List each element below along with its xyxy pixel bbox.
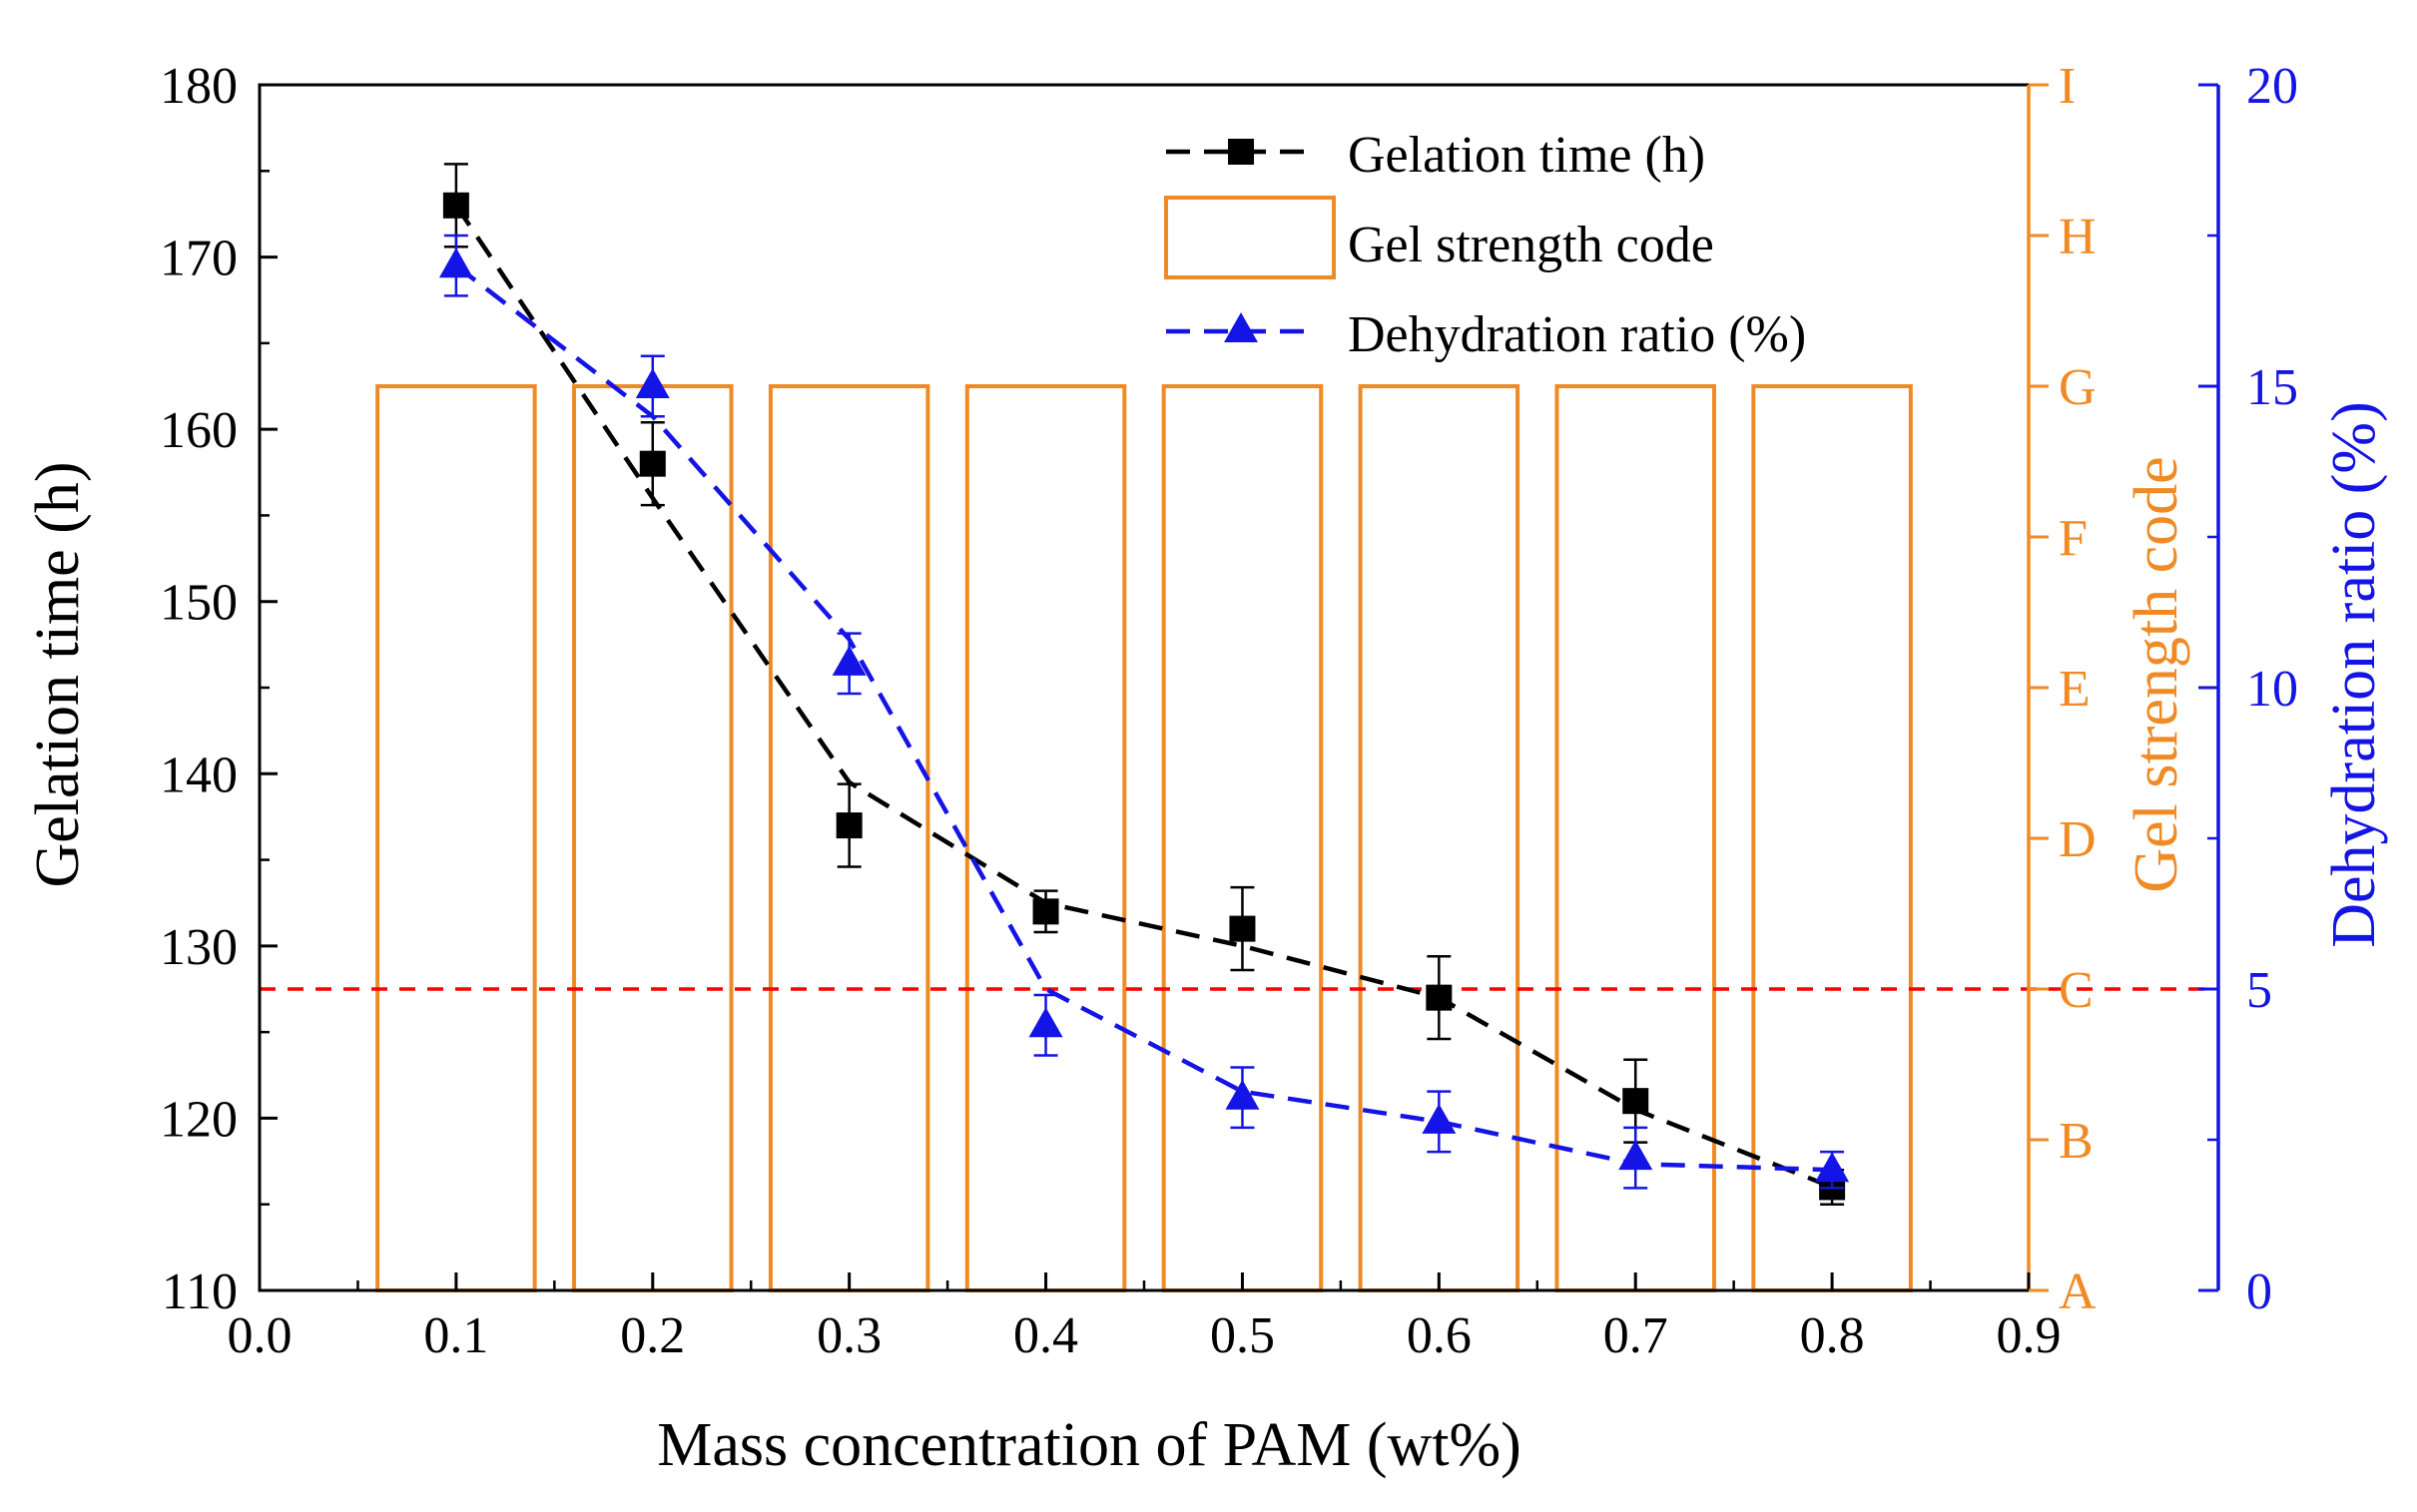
gelation-point [836,812,863,839]
x-tick-label: 0.9 [1997,1307,2062,1364]
gel-tick-label: H [2059,209,2097,265]
legend-marker-gelation [1228,139,1254,165]
legend: Gelation time (h) Gel strength code Dehy… [1164,127,1806,363]
gelation-point [1622,1088,1649,1115]
x-tick-label: 0.8 [1800,1307,1865,1364]
series-group [438,163,1850,1206]
plot-frame [258,83,2031,1292]
x-axis-title: Mass concentration of PAM (wt%) [657,1411,1521,1479]
right-tick-label: 5 [2246,962,2272,1019]
dehydration-point [635,368,670,398]
gelation-fit-line [454,204,1833,1190]
gelation-point [1229,915,1256,942]
gel-tick-label: I [2059,58,2076,115]
legend-label-gelation: Gelation time (h) [1348,127,1705,184]
left-tick-label: 140 [160,747,238,803]
gelation-point [1426,984,1453,1011]
x-tick-label: 0.2 [620,1307,685,1364]
x-tick-label: 0.7 [1603,1307,1668,1364]
left-tick-label: 110 [162,1263,238,1320]
dehydration-point [832,645,867,676]
right-axis-title: Dehydration ratio (%) [2320,401,2388,947]
gelation-point [1032,898,1059,925]
gel-tick-label: G [2059,359,2097,416]
gel-strength-bar [572,384,734,1292]
gel-strength-bar [1161,384,1324,1292]
axes-group: 0.0 0.1 0.2 0.3 0.4 0.5 0.6 0.7 0.8 0.9 110 120 130 1… [160,58,2298,1364]
left-tick-label: 160 [160,402,238,459]
right-tick-label: 10 [2246,661,2298,718]
left-axis-title: Gelation time (h) [24,462,92,888]
x-tick-label: 0.6 [1407,1307,1472,1364]
left-tick-label: 120 [160,1091,238,1148]
dehydration-point [1815,1152,1850,1183]
x-tick-label: 0.1 [423,1307,488,1364]
legend-label-dehydration: Dehydration ratio (%) [1348,306,1806,363]
legend-marker-dehydration [1224,312,1258,342]
dehydration-point [1422,1103,1457,1134]
gel-strength-bars [375,384,1913,1292]
gel-axis-title: Gel strength code [2122,456,2190,892]
x-tick-label: 0.5 [1210,1307,1275,1364]
dehydration-point [1618,1140,1653,1171]
gel-strength-bar [375,384,537,1292]
gel-tick-label: D [2059,811,2097,868]
left-tick-label: 150 [160,575,238,632]
right-tick-label: 0 [2246,1263,2272,1320]
gel-tick-label: A [2059,1263,2097,1320]
gelation-point [639,450,666,477]
x-tick-label: 0.3 [817,1307,882,1364]
right-tick-label: 20 [2246,58,2298,115]
gel-tick-label: E [2059,661,2091,718]
dehydration-point [438,248,473,278]
dehydration-point [1225,1079,1260,1110]
gelation-point [442,192,469,219]
right-tick-label: 15 [2246,359,2298,416]
gel-strength-bar [1358,384,1520,1292]
legend-box-gel-strength [1164,196,1336,279]
x-tick-label: 0.0 [228,1307,293,1364]
gel-strength-bar [964,384,1127,1292]
left-tick-label: 180 [160,58,238,115]
dehydration-point [1028,1007,1063,1038]
legend-label-gel-strength: Gel strength code [1348,217,1714,273]
gel-tick-label: B [2059,1113,2094,1170]
left-tick-label: 170 [160,231,238,287]
x-tick-label: 0.4 [1013,1307,1078,1364]
left-tick-label: 130 [160,919,238,976]
gel-tick-label: C [2059,962,2094,1019]
dehydration-fit-line [454,263,1833,1173]
gel-tick-label: F [2059,510,2088,567]
